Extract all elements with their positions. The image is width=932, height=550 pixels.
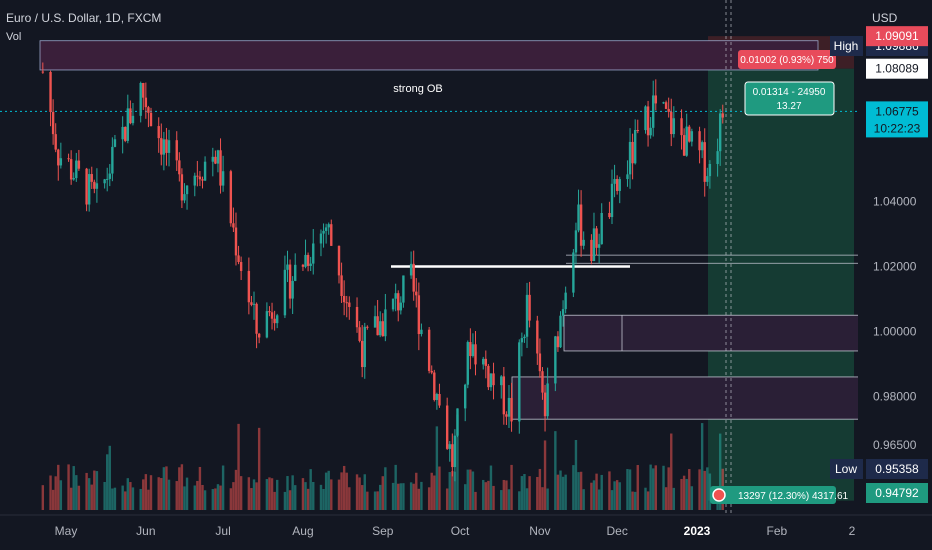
y-tick-label: 0.98000 — [873, 389, 917, 403]
price-label: 0.94792 — [866, 483, 928, 503]
svg-text:0.01314 - 24950: 0.01314 - 24950 — [753, 87, 826, 98]
y-tick-label: 0.96500 — [873, 438, 917, 452]
svg-text:0.95358: 0.95358 — [875, 462, 919, 476]
position-profit-label[interactable]: 0.01314 - 24950 13.27 — [744, 81, 835, 116]
x-tick-label: Feb — [766, 524, 787, 538]
x-tick-label: May — [55, 524, 78, 538]
x-tick-label: Jul — [215, 524, 230, 538]
position-profit-area — [708, 68, 854, 501]
price-label: Low 0.95358 — [830, 459, 928, 479]
x-tick-label: Dec — [606, 524, 627, 538]
price-label: 1.06775 10:22:23 — [866, 101, 928, 138]
price-label: 1.08089 — [866, 58, 928, 79]
demand-zone[interactable] — [511, 376, 867, 420]
x-tick-label: Aug — [292, 524, 313, 538]
x-tick-label: Oct — [451, 524, 470, 538]
demand-zone[interactable] — [563, 314, 867, 352]
svg-text:13.27: 13.27 — [776, 101, 801, 112]
strong-ob-label: strong OB — [393, 83, 443, 95]
y-tick-label: 1.02000 — [873, 259, 917, 273]
flag-icon — [712, 488, 726, 502]
svg-text:0.94792: 0.94792 — [875, 486, 919, 500]
x-tick-label: Nov — [529, 524, 550, 538]
zones-layer — [0, 40, 867, 420]
price-label: 1.09091 — [866, 26, 928, 47]
volume-readout[interactable]: 13297 (12.30%) 4317.61 — [710, 486, 849, 504]
x-tick-label: Sep — [372, 524, 394, 538]
svg-text:0.01002 (0.93%) 750: 0.01002 (0.93%) 750 — [740, 55, 834, 66]
x-tick-label: 2 — [849, 524, 856, 538]
svg-text:High: High — [834, 39, 859, 53]
volume-bars — [41, 414, 724, 510]
svg-text:1.08089: 1.08089 — [875, 62, 919, 76]
svg-text:10:22:23: 10:22:23 — [874, 121, 921, 135]
price-axis[interactable]: USD 1.040001.020001.000000.980000.96500 … — [830, 0, 932, 515]
strong-ob-zone[interactable] — [39, 40, 819, 71]
svg-text:Low: Low — [835, 462, 857, 476]
price-candles — [41, 62, 724, 482]
svg-text:1.06775: 1.06775 — [875, 104, 919, 118]
svg-text:13297 (12.30%) 4317.61: 13297 (12.30%) 4317.61 — [738, 491, 849, 502]
currency-label: USD — [872, 11, 898, 25]
volume-label: Vol — [6, 31, 21, 43]
x-tick-label: Jun — [136, 524, 155, 538]
svg-text:1.09091: 1.09091 — [875, 29, 919, 43]
symbol-title: Euro / U.S. Dollar, 1D, FXCM — [6, 11, 161, 25]
x-tick-label: 2023 — [684, 524, 711, 538]
y-tick-label: 1.04000 — [873, 195, 917, 209]
y-tick-label: 1.00000 — [873, 324, 917, 338]
time-axis[interactable]: May Jun Jul Aug Sep Oct Nov Dec 2023 Feb 2 — [0, 514, 932, 538]
position-loss-label[interactable]: 0.01002 (0.93%) 750 — [738, 50, 836, 69]
